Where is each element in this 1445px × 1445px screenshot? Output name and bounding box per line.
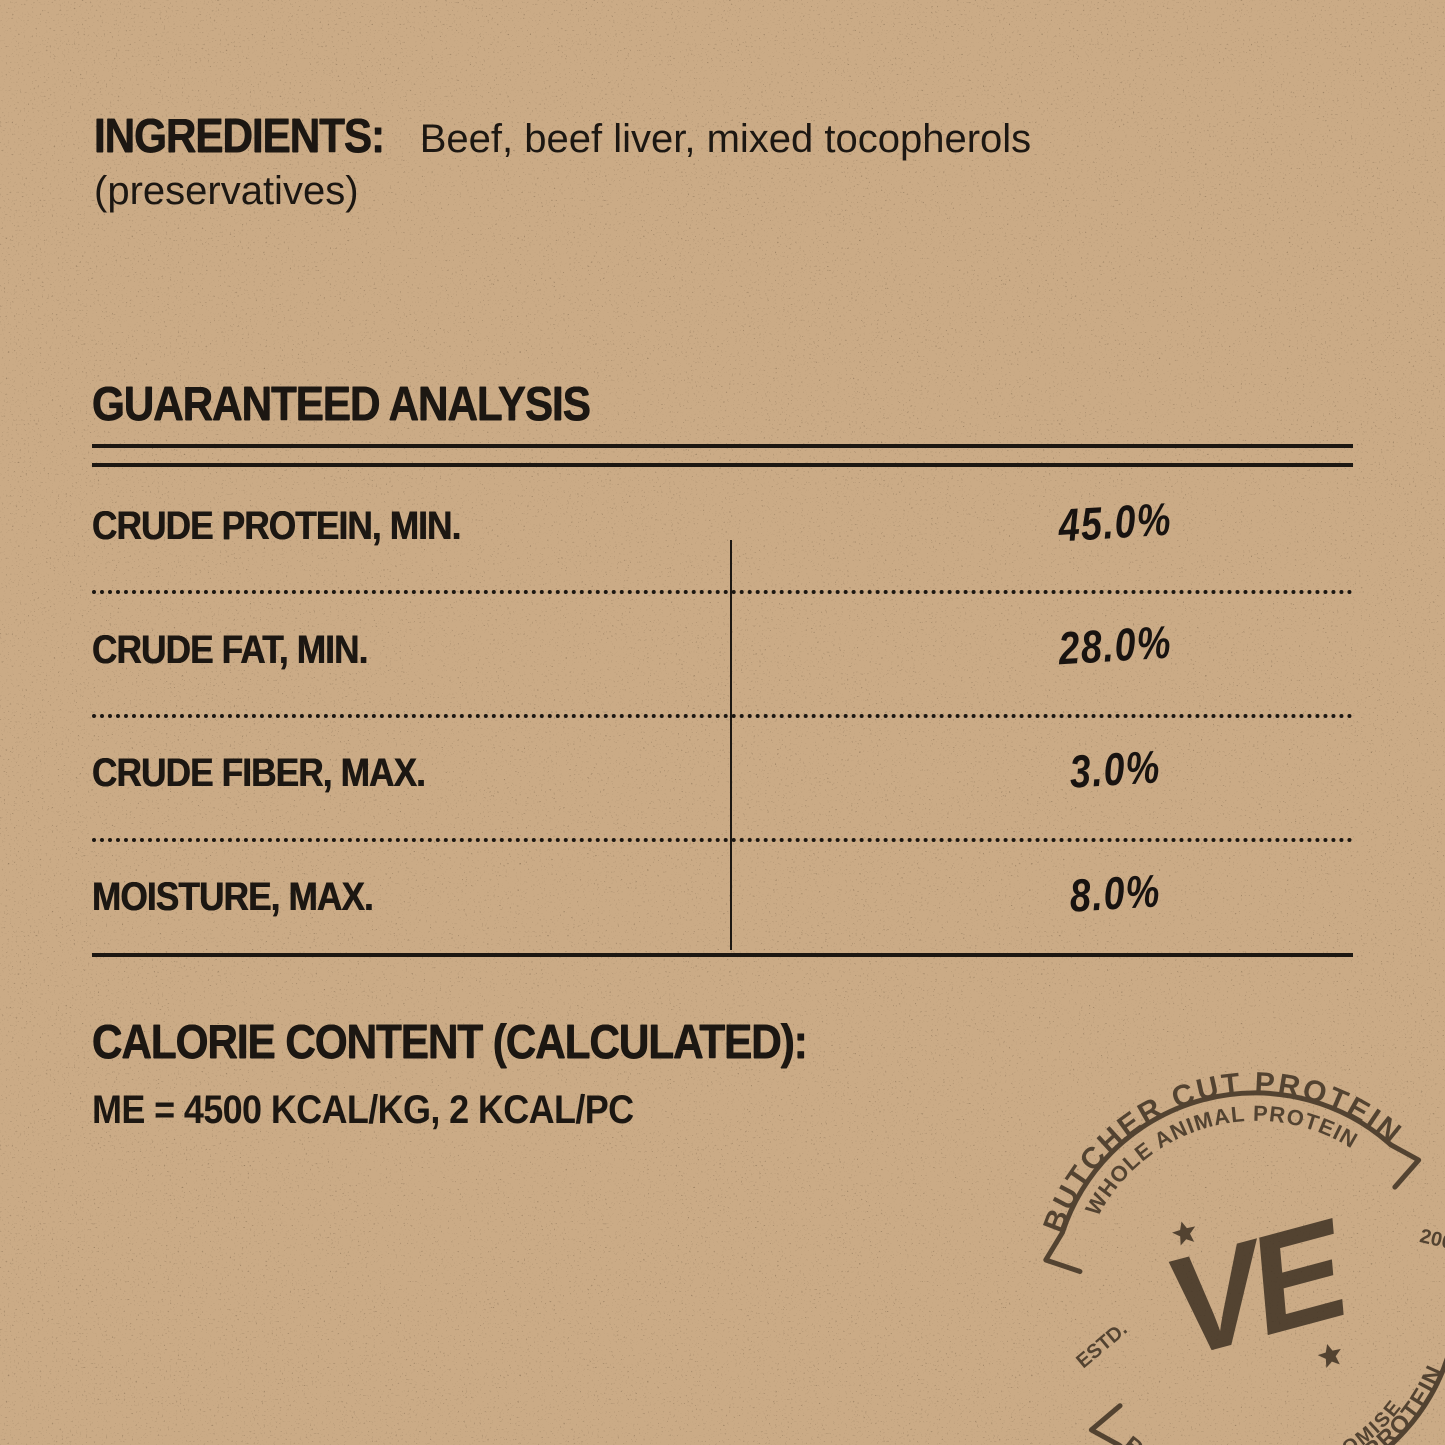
- svg-text:ESTD.: ESTD.: [1072, 1318, 1131, 1373]
- svg-text:200: 200: [1418, 1225, 1445, 1254]
- svg-text:NEVER COMPROMISE: NEVER COMPROMISE: [1176, 1392, 1417, 1445]
- svg-text:VE: VE: [1165, 1186, 1347, 1390]
- svg-text:BUTCHER CU: BUTCHER CU: [1114, 1397, 1289, 1445]
